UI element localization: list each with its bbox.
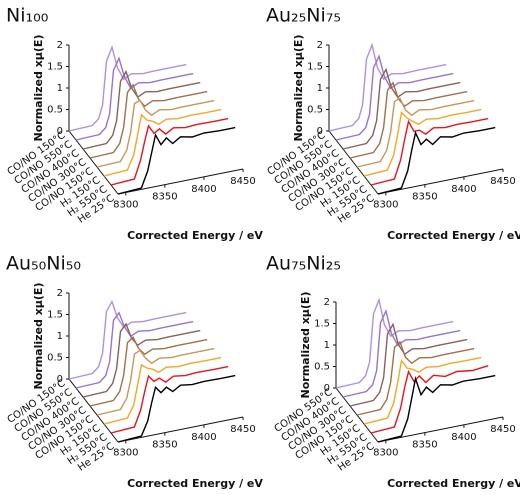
- y-tick-label: 1.5: [314, 319, 330, 330]
- depth-axis: [68, 378, 119, 443]
- spectrum-line: [342, 308, 461, 398]
- spectrum-line: [89, 83, 208, 159]
- y-tick-label: 0.5: [47, 353, 63, 364]
- spectrum-line: [89, 336, 208, 407]
- spectrum-line: [96, 347, 215, 416]
- y-tick-label: 2: [57, 288, 63, 299]
- x-tick-label: 8400: [191, 184, 216, 195]
- panel-title: Au₅₀Ni₅₀: [6, 253, 81, 275]
- spectrum-line: [68, 299, 187, 380]
- spectrum-line: [96, 99, 215, 168]
- spectrum-line: [349, 322, 468, 407]
- y-tick-label: 2: [317, 40, 323, 51]
- y-tick-label: 0.5: [47, 105, 63, 116]
- y-axis-label: Normalized xμ(E): [32, 283, 45, 390]
- x-tick-label: 8450: [230, 176, 255, 187]
- x-tick-label: 8350: [152, 440, 177, 451]
- x-tick-label: 8350: [412, 440, 437, 451]
- panel: Au₇₅Ni₂₅ 0 0.5 1 1.5 2 Normalized xμ(E) 8300 835…: [266, 253, 520, 491]
- y-tick-label: 2: [57, 40, 63, 51]
- spectrum-line: [370, 117, 489, 186]
- panel-title: Au₂₅Ni₇₅: [266, 5, 341, 27]
- y-axis-label: Normalized xμ(E): [299, 292, 312, 399]
- spectrum-line: [370, 365, 489, 434]
- x-tick-label: 8300: [373, 199, 398, 210]
- y-tick-label: 1.5: [307, 62, 323, 73]
- x-tick-label: 8450: [230, 424, 255, 435]
- x-tick-label: 8300: [113, 199, 138, 210]
- panel-title: Ni₁₀₀: [6, 5, 48, 27]
- spectrum-line: [75, 56, 194, 141]
- spectrum-line: [342, 67, 461, 150]
- spectrum-line: [117, 126, 236, 195]
- y-axis-label: Normalized xμ(E): [32, 35, 45, 142]
- spectrum-line: [103, 108, 222, 177]
- x-tick-label: 8450: [490, 424, 515, 435]
- spectrum-line: [377, 374, 496, 443]
- y-tick-label: 0: [57, 374, 63, 385]
- spectrum-line: [377, 126, 496, 195]
- spectrum-line: [103, 356, 222, 425]
- depth-axis: [328, 130, 379, 195]
- x-axis: [377, 168, 504, 195]
- y-tick-label: 0.5: [307, 105, 323, 116]
- x-axis-label: Corrected Energy / eV: [127, 477, 263, 490]
- y-tick-label: 1.5: [47, 62, 63, 73]
- panel: Ni₁₀₀ 0 0.5 1 1.5 2 Normalized xμ(E) 8300 8350 84…: [6, 5, 264, 243]
- spectrum-line: [110, 117, 229, 186]
- y-tick-label: 1: [57, 83, 63, 94]
- panel: Au₅₀Ni₅₀ 0 0.5 1 1.5 2 Normalized xμ(E) 8300 835…: [6, 253, 264, 491]
- spectrum-line: [356, 340, 475, 416]
- y-tick-label: 1: [57, 331, 63, 342]
- spectrum-line: [68, 44, 187, 132]
- x-tick-label: 8400: [451, 184, 476, 195]
- y-tick-label: 0: [324, 383, 330, 394]
- panel: Au₂₅Ni₇₅ 0 0.5 1 1.5 2 Normalized xμ(E) 8300 835…: [266, 5, 520, 243]
- panel-title: Au₇₅Ni₂₅: [266, 253, 341, 275]
- spectrum-line: [110, 365, 229, 434]
- x-axis-label: Corrected Energy / eV: [387, 477, 520, 490]
- x-tick-label: 8300: [373, 447, 398, 458]
- x-tick-label: 8450: [490, 176, 515, 187]
- y-tick-label: 1: [317, 83, 323, 94]
- x-axis: [117, 416, 244, 443]
- y-tick-label: 1: [324, 340, 330, 351]
- spectrum-line: [335, 297, 454, 389]
- x-axis-label: Corrected Energy / eV: [127, 229, 263, 242]
- spectrum-line: [335, 54, 454, 141]
- spectrum-line: [356, 97, 475, 168]
- spectrum-line: [117, 374, 236, 443]
- x-tick-label: 8400: [451, 432, 476, 443]
- spectrum-line: [363, 356, 482, 425]
- y-tick-label: 2: [324, 297, 330, 308]
- y-tick-label: 1.5: [47, 310, 63, 321]
- x-tick-label: 8350: [412, 192, 437, 203]
- x-axis: [377, 416, 504, 443]
- y-tick-label: 0: [57, 126, 63, 137]
- x-axis-label: Corrected Energy / eV: [387, 229, 520, 242]
- y-tick-label: 0.5: [314, 362, 330, 373]
- spectrum-line: [363, 108, 482, 177]
- x-tick-label: 8400: [191, 432, 216, 443]
- x-axis: [117, 168, 244, 195]
- y-tick-label: 0: [317, 126, 323, 137]
- x-tick-label: 8300: [113, 447, 138, 458]
- x-tick-label: 8350: [152, 192, 177, 203]
- depth-axis: [68, 130, 119, 195]
- y-axis-label: Normalized xμ(E): [292, 35, 305, 142]
- spectrum-line: [328, 42, 447, 132]
